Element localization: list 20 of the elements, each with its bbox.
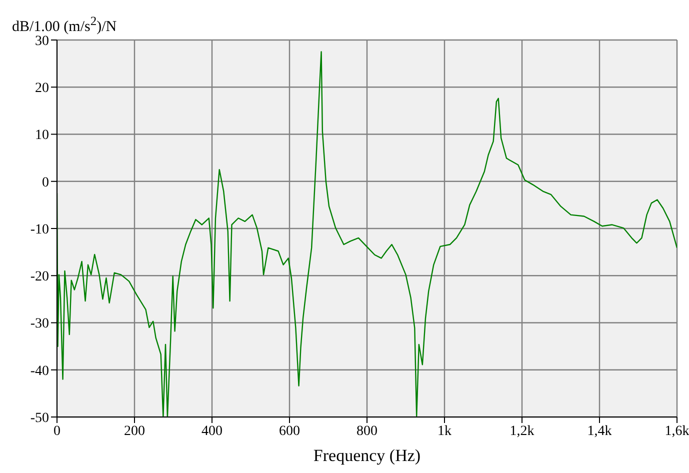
y-tick-label: 20: [35, 81, 49, 96]
x-tick-label: 1k: [438, 424, 452, 439]
x-tick-label: 400: [202, 424, 222, 439]
y-tick-label: -10: [30, 222, 49, 238]
x-tick-label: 1,4k: [587, 424, 612, 439]
x-tick-label: 600: [279, 424, 300, 439]
x-axis-title: Frequency (Hz): [313, 446, 421, 465]
x-tick-label: 1,2k: [510, 424, 534, 439]
x-tick-label: 1,6k: [664, 424, 689, 439]
y-tick-label: 0: [42, 175, 49, 190]
x-tick-label: 200: [124, 424, 145, 439]
y-tick-label: -30: [30, 316, 49, 332]
y-tick-label: 30: [35, 34, 49, 49]
x-tick-label: 800: [356, 424, 378, 439]
y-axis-title: dB/1.00 (m/s$^{2}$)/N: [12, 14, 117, 36]
y-tick-label: 10: [35, 128, 49, 144]
x-tick-label: 0: [54, 424, 60, 439]
y-tick-label: -20: [30, 270, 49, 285]
y-tick-label: -40: [30, 364, 49, 379]
y-tick-label: -50: [30, 410, 49, 426]
